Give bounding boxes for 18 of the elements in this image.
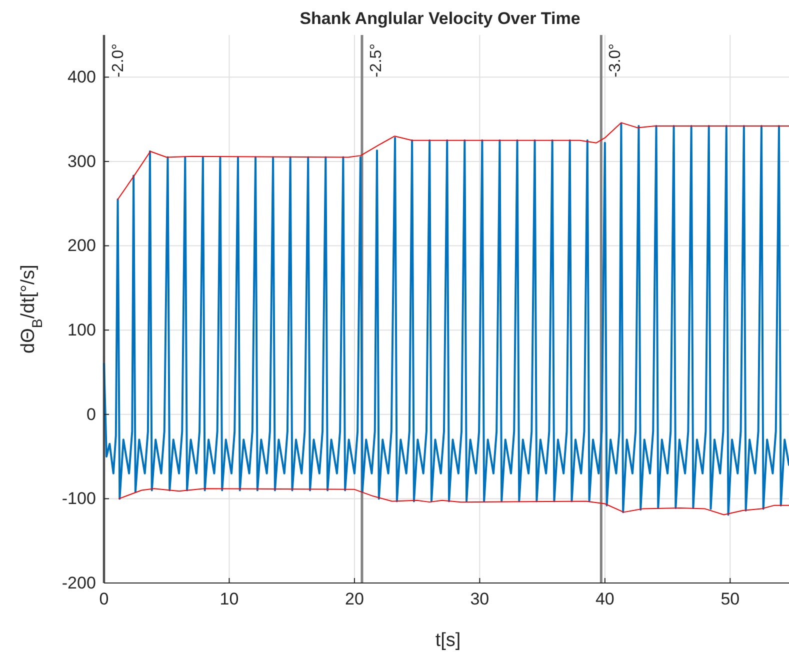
x-tick-label: 50 [720, 590, 740, 609]
x-tick-label: 40 [595, 590, 614, 609]
x-tick-label: 20 [344, 590, 364, 609]
y-tick-label: -200 [62, 573, 96, 592]
y-tick-label: 400 [68, 68, 96, 87]
x-tick-label: 30 [470, 590, 490, 609]
x-tick-label: 0 [99, 590, 109, 609]
y-tick-label: 300 [68, 152, 96, 171]
y-tick-label: 200 [68, 236, 96, 256]
y-tick-label: 100 [68, 320, 96, 340]
x-tick-label: 10 [220, 590, 239, 609]
annotation: -2.5° [368, 43, 385, 78]
annotation: -3.0° [607, 43, 624, 78]
x-axis-title: t[s] [435, 630, 461, 651]
y-tick-label: -100 [62, 489, 96, 508]
y-tick-label: 0 [86, 404, 96, 424]
annotation: -2.0° [110, 43, 127, 78]
chart-title: Shank Anglular Velocity Over Time [300, 9, 580, 28]
